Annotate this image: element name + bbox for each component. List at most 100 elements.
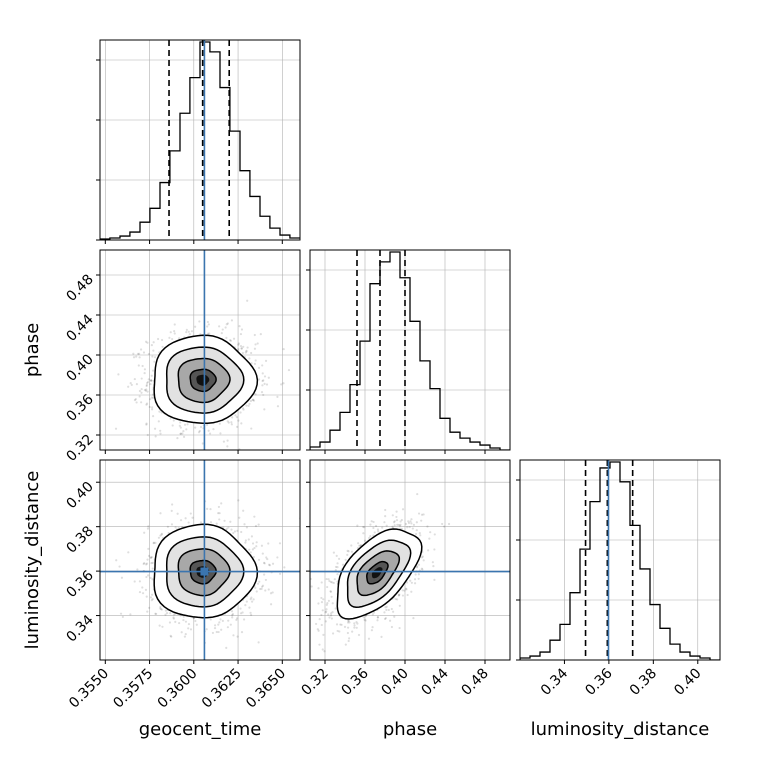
scatter-point [152,542,155,545]
density-core [371,567,383,579]
x-tick-label: 0.36 [582,665,615,698]
scatter-point [230,423,233,426]
scatter-point [428,537,431,540]
scatter-point [267,542,270,545]
scatter-point [235,416,238,419]
scatter-point [405,588,408,591]
scatter-point [271,562,275,565]
scatter-point [159,607,162,610]
scatter-point [247,404,250,407]
scatter-point [176,512,179,515]
scatter-point [179,421,182,424]
scatter-point [245,404,248,407]
scatter-point [338,630,341,633]
x-tick-label: 0.44 [418,665,451,698]
scatter-point [326,601,329,605]
scatter-point [265,383,269,386]
scatter-point [327,599,331,602]
scatter-point [397,594,401,597]
scatter-point [376,528,380,531]
scatter-point [280,383,283,386]
scatter-point [356,622,359,625]
scatter-point [318,618,321,621]
histogram-phase [310,251,510,450]
y-axis-label-phase: phase [22,323,43,377]
scatter-point [242,408,245,411]
scatter-point [218,621,221,624]
scatter-point [318,643,321,646]
contour-line [346,539,412,608]
scatter-point [413,582,417,585]
scatter-point [238,325,241,328]
scatter-point [151,561,154,564]
scatter-point [333,578,336,581]
scatter-point [322,633,325,636]
scatter-point [334,607,337,610]
scatter-point [240,422,243,425]
scatter-point [370,629,374,632]
scatter-point [182,435,186,439]
scatter-point [249,598,252,601]
scatter-point [257,378,261,381]
scatter-point [355,621,358,624]
scatter-point [254,524,258,528]
scatter-point [189,512,192,515]
scatter-point [215,522,218,525]
scatter-point [229,339,233,342]
scatter-point [403,589,406,592]
scatter-point [267,563,271,566]
scatter-point [441,522,444,526]
scatter-point [255,590,258,593]
histogram-geocent-time [100,41,300,240]
scatter-point [115,559,118,562]
hist-panel-geocent-time [96,39,301,244]
scatter-point [384,508,387,512]
scatter-point [443,525,446,528]
scatter-point [246,346,249,349]
scatter-point [322,598,325,601]
x-axis-label-phase: phase [383,719,437,740]
scatter-point [145,388,148,391]
scatter-point [143,388,146,392]
scatter-point [234,414,237,417]
scatter-point [160,532,164,535]
scatter-point [384,515,387,518]
scatter-point [245,349,248,352]
scatter-point [252,555,256,559]
scatter-point [240,347,243,350]
scatter-point [247,538,250,541]
x-tick-label: 0.34 [538,665,571,698]
scatter-point [363,539,367,542]
scatter-point [143,531,146,534]
scatter-point [384,606,387,609]
scatter-point [237,499,240,502]
hist-panel-phase [306,249,511,454]
scatter-point [242,345,245,348]
scatter-point [249,551,252,554]
scatter-point [346,553,349,556]
scatter-point [142,351,146,354]
scatter-point [395,519,399,522]
scatter-point [250,427,253,430]
scatter-point [264,578,268,582]
scatter-point [172,616,175,619]
scatter-point [120,576,124,579]
scatter-point [144,588,148,592]
scatter-point [205,628,208,631]
hist-panel-phase-plot-area [310,250,510,450]
scatter-point [160,338,164,342]
scatter-point [395,515,398,519]
scatter-point [164,609,168,612]
x-tick-label: 0.3575 [110,666,156,712]
scatter-point [150,555,153,559]
scatter-point [150,599,153,602]
scatter-point [240,347,243,350]
scatter-point [168,336,171,339]
scatter-point [127,385,130,388]
scatter-point [262,379,265,382]
scatter-point [238,516,241,519]
scatter-point [133,580,136,583]
scatter-point [393,615,396,618]
scatter-point [258,580,261,583]
scatter-point [398,604,401,607]
